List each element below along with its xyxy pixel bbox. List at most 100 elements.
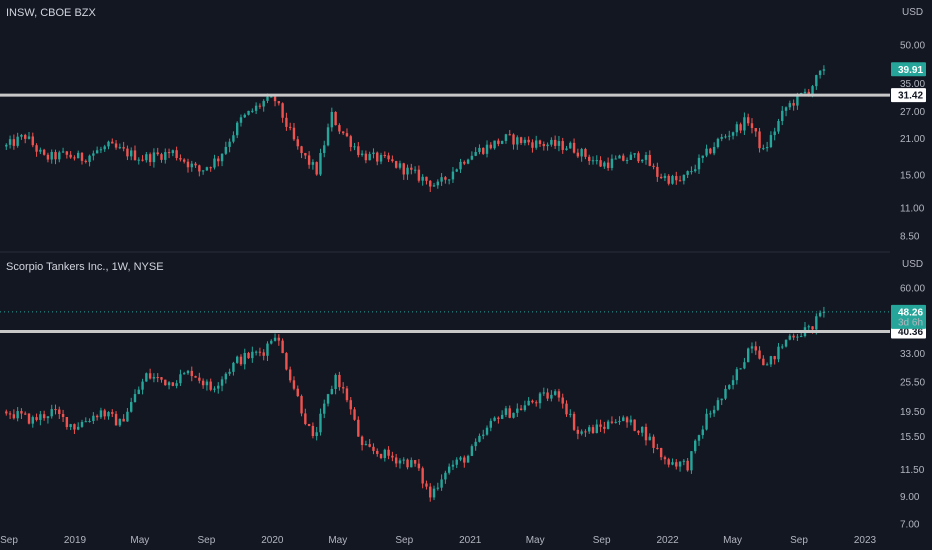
candle-body	[311, 425, 315, 437]
candle-body	[164, 152, 167, 160]
candle-body	[292, 127, 296, 140]
candle-body	[58, 409, 61, 414]
candle-body	[213, 388, 216, 390]
candle-body	[376, 152, 379, 162]
candle-body	[118, 147, 122, 149]
candle-body	[429, 486, 432, 498]
candle-body	[728, 385, 731, 389]
candle-body	[746, 117, 750, 124]
candle-body	[296, 139, 299, 147]
candle-body	[516, 137, 519, 145]
candle-body	[175, 150, 178, 159]
candle-body	[300, 146, 303, 154]
candle-body	[663, 457, 667, 460]
candle-body	[111, 412, 114, 414]
candle-body	[235, 122, 239, 136]
candle-body	[523, 139, 527, 144]
candle-body	[644, 426, 648, 441]
candle-body	[239, 356, 243, 365]
candle-body	[576, 429, 580, 434]
candle-body	[194, 163, 197, 166]
candle-body	[603, 426, 606, 429]
candle-body	[27, 136, 31, 139]
candle-body	[644, 155, 648, 160]
candle-body	[31, 417, 34, 424]
candle-body	[35, 417, 38, 420]
candle-body	[349, 400, 352, 410]
candles-0[interactable]	[5, 65, 826, 193]
candles-1[interactable]	[5, 306, 826, 502]
candle-body	[731, 132, 735, 136]
candle-body	[345, 388, 349, 401]
candle-body	[92, 415, 95, 421]
candle-body	[712, 409, 716, 414]
candle-body	[323, 403, 326, 414]
candle-body	[550, 139, 553, 145]
candle-body	[266, 343, 269, 356]
candle-body	[614, 421, 617, 423]
candle-body	[311, 162, 315, 165]
candle-body	[126, 148, 129, 157]
candle-body	[364, 153, 368, 161]
candle-body	[591, 427, 595, 434]
candle-body	[603, 162, 606, 167]
candle-body	[818, 70, 822, 76]
candle-body	[205, 167, 209, 171]
candle-body	[425, 176, 428, 181]
candle-body	[701, 429, 704, 436]
candle-body	[720, 398, 723, 401]
candle-body	[39, 149, 42, 152]
candle-body	[648, 436, 651, 441]
candle-body	[220, 153, 224, 162]
candle-body	[235, 356, 239, 363]
time-tick-2: May	[130, 535, 149, 546]
candle-body	[675, 462, 678, 467]
candle-body	[243, 114, 246, 118]
candle-body	[65, 417, 69, 428]
time-tick-3: Sep	[197, 535, 215, 546]
candle-body	[251, 351, 254, 359]
candle-body	[599, 424, 602, 427]
pane-stng[interactable]: Scorpio Tankers Inc., 1W, NYSE USD 60.00…	[0, 259, 926, 531]
candle-body	[769, 135, 773, 148]
candle-body	[394, 161, 398, 168]
candle-body	[281, 340, 284, 354]
candle-body	[167, 152, 171, 154]
candle-body	[398, 460, 402, 464]
candle-body	[164, 379, 167, 386]
candle-body	[285, 353, 288, 370]
candle-body	[376, 450, 379, 454]
candle-body	[489, 144, 493, 149]
candle-body	[387, 155, 390, 160]
candle-body	[24, 134, 27, 139]
candle-body	[323, 145, 326, 153]
currency-label-stng: USD	[902, 259, 923, 270]
candle-body	[796, 336, 799, 338]
candle-body	[270, 340, 273, 344]
candle-body	[338, 125, 341, 132]
candle-body	[542, 143, 545, 147]
candle-body	[145, 154, 148, 161]
candle-body	[474, 441, 477, 447]
candle-body	[103, 146, 106, 150]
candle-body	[788, 335, 792, 340]
pane-insw[interactable]: INSW, CBOE BZX USD 50.00 35.00 27.00 21.00 1…	[0, 7, 926, 243]
candle-body	[705, 413, 708, 430]
candle-body	[641, 159, 644, 162]
candle-body	[304, 153, 307, 156]
candle-body	[247, 110, 250, 115]
candle-body	[114, 143, 118, 148]
price-tick-0-3: 21.00	[900, 134, 925, 145]
candle-body	[16, 411, 19, 419]
candle-body	[217, 158, 220, 162]
candle-body	[584, 431, 587, 433]
candle-body	[595, 424, 598, 434]
candle-body	[519, 408, 523, 411]
candle-body	[690, 451, 693, 471]
candle-body	[500, 140, 504, 144]
time-axis[interactable]: Sep 2019 May Sep 2020 May Sep 2021 May Sep 2022 May…	[0, 535, 876, 546]
candle-body	[482, 434, 485, 436]
candle-body	[553, 139, 557, 146]
price-tick-1-0: 60.00	[900, 284, 925, 295]
